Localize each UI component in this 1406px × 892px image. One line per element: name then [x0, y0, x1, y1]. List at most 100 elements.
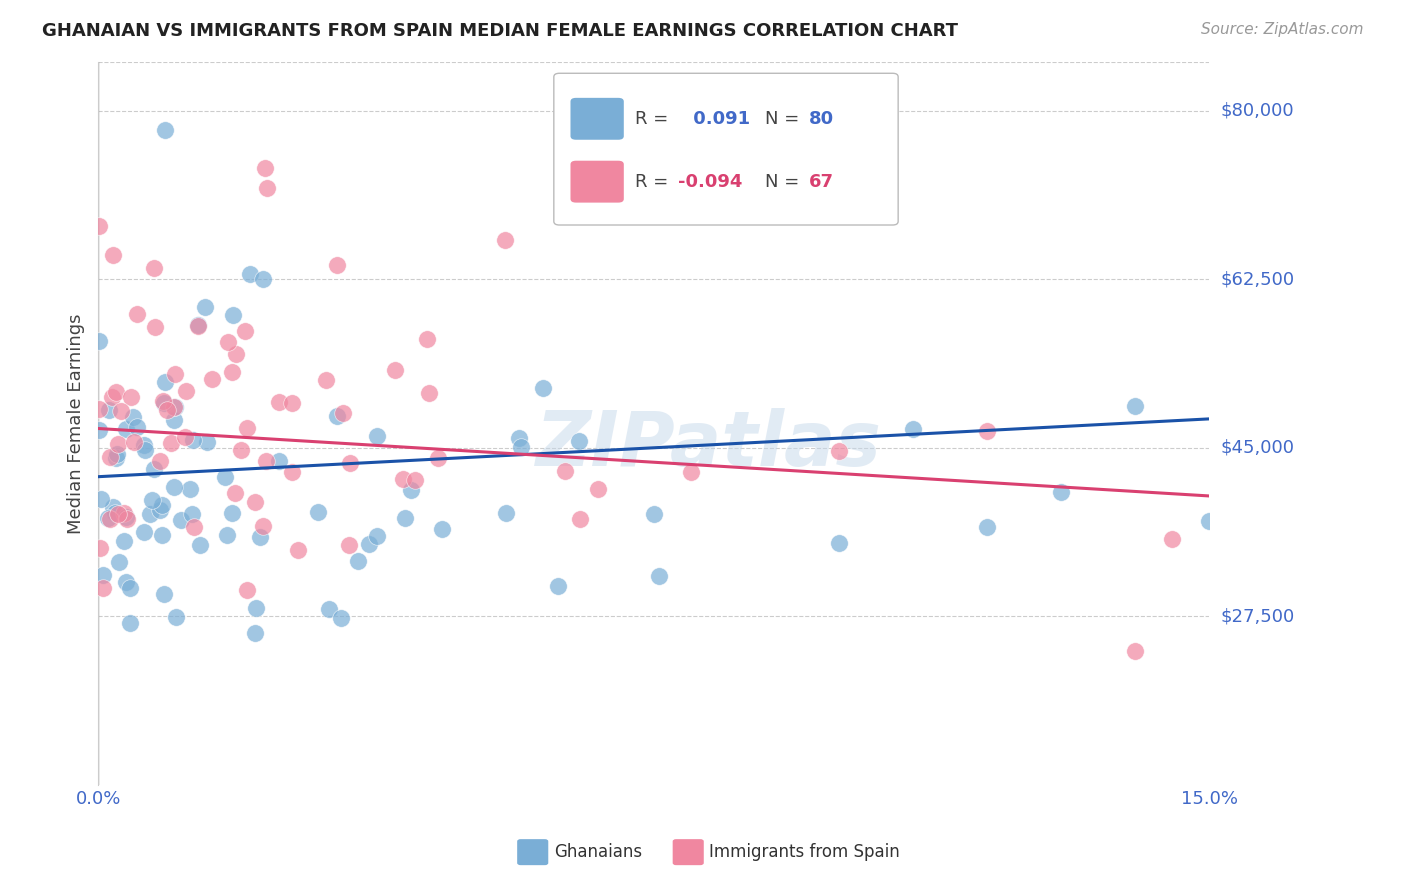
Point [91, 568, 114, 582]
Text: Ghanaians: Ghanaians [554, 843, 643, 861]
Point [150, 528, 173, 542]
Point [214, 470, 236, 484]
Point [245, 601, 267, 615]
Point [281, 466, 304, 480]
Point [346, 554, 368, 568]
Point [509, 440, 531, 454]
Point [384, 362, 406, 376]
Point [531, 381, 554, 395]
Point [394, 511, 416, 525]
Text: -0.094: -0.094 [678, 173, 742, 191]
Point [115, 510, 138, 524]
Point [143, 320, 166, 334]
Point [221, 507, 243, 521]
Point [221, 365, 243, 379]
Point [554, 464, 576, 478]
Point [98, 450, 121, 464]
Point [195, 435, 218, 450]
Point [366, 529, 388, 543]
Point [194, 300, 217, 314]
Point [89, 334, 111, 348]
FancyBboxPatch shape [571, 161, 624, 202]
Point [153, 587, 176, 601]
Point [1198, 514, 1220, 528]
Point [339, 456, 361, 470]
Point [101, 248, 124, 262]
Point [224, 486, 246, 500]
Point [201, 372, 224, 386]
Point [163, 367, 186, 381]
Point [253, 161, 276, 176]
Point [418, 386, 440, 401]
Point [225, 347, 247, 361]
Point [187, 318, 209, 333]
Point [156, 402, 179, 417]
Text: 0.091: 0.091 [688, 110, 751, 128]
Point [153, 375, 176, 389]
Point [110, 404, 132, 418]
Point [107, 436, 129, 450]
Point [332, 406, 354, 420]
Point [134, 443, 156, 458]
Point [1161, 533, 1184, 547]
Point [256, 180, 278, 194]
Point [105, 447, 128, 461]
Point [179, 482, 201, 496]
Point [188, 538, 211, 552]
Point [326, 409, 349, 424]
Point [163, 400, 186, 414]
Point [149, 503, 172, 517]
Text: N =: N = [765, 173, 799, 191]
Text: 80: 80 [810, 110, 834, 128]
Point [174, 430, 197, 444]
Point [162, 480, 184, 494]
Point [1123, 643, 1146, 657]
Text: ZIPatlas: ZIPatlas [536, 409, 883, 483]
Point [976, 424, 998, 438]
Text: $62,500: $62,500 [1220, 270, 1295, 288]
Point [127, 306, 149, 320]
Text: $80,000: $80,000 [1220, 102, 1294, 120]
Point [165, 610, 187, 624]
Text: N =: N = [765, 110, 799, 128]
Point [100, 512, 122, 526]
Point [586, 482, 609, 496]
Point [330, 611, 353, 625]
Point [976, 520, 998, 534]
Point [122, 410, 145, 425]
Point [252, 518, 274, 533]
Point [132, 525, 155, 540]
Point [163, 413, 186, 427]
Point [243, 494, 266, 508]
Point [152, 394, 174, 409]
Point [235, 325, 257, 339]
Point [235, 421, 257, 435]
Point [142, 261, 165, 276]
Point [582, 180, 605, 194]
Point [217, 335, 239, 350]
Point [120, 616, 142, 631]
Point [243, 626, 266, 640]
Point [221, 308, 243, 322]
Point [115, 512, 138, 526]
Point [392, 472, 415, 486]
Point [97, 511, 120, 525]
Point [153, 396, 176, 410]
Point [183, 520, 205, 534]
Point [427, 451, 450, 466]
Point [87, 423, 110, 437]
Point [112, 506, 135, 520]
Point [160, 436, 183, 450]
Point [98, 403, 121, 417]
FancyBboxPatch shape [571, 98, 624, 140]
Point [547, 579, 569, 593]
Point [89, 541, 111, 555]
Point [163, 401, 186, 415]
Point [89, 219, 111, 234]
Point [141, 493, 163, 508]
Point [187, 318, 209, 332]
Point [174, 384, 197, 399]
Point [115, 422, 138, 436]
Point [269, 454, 291, 468]
Point [315, 373, 337, 387]
